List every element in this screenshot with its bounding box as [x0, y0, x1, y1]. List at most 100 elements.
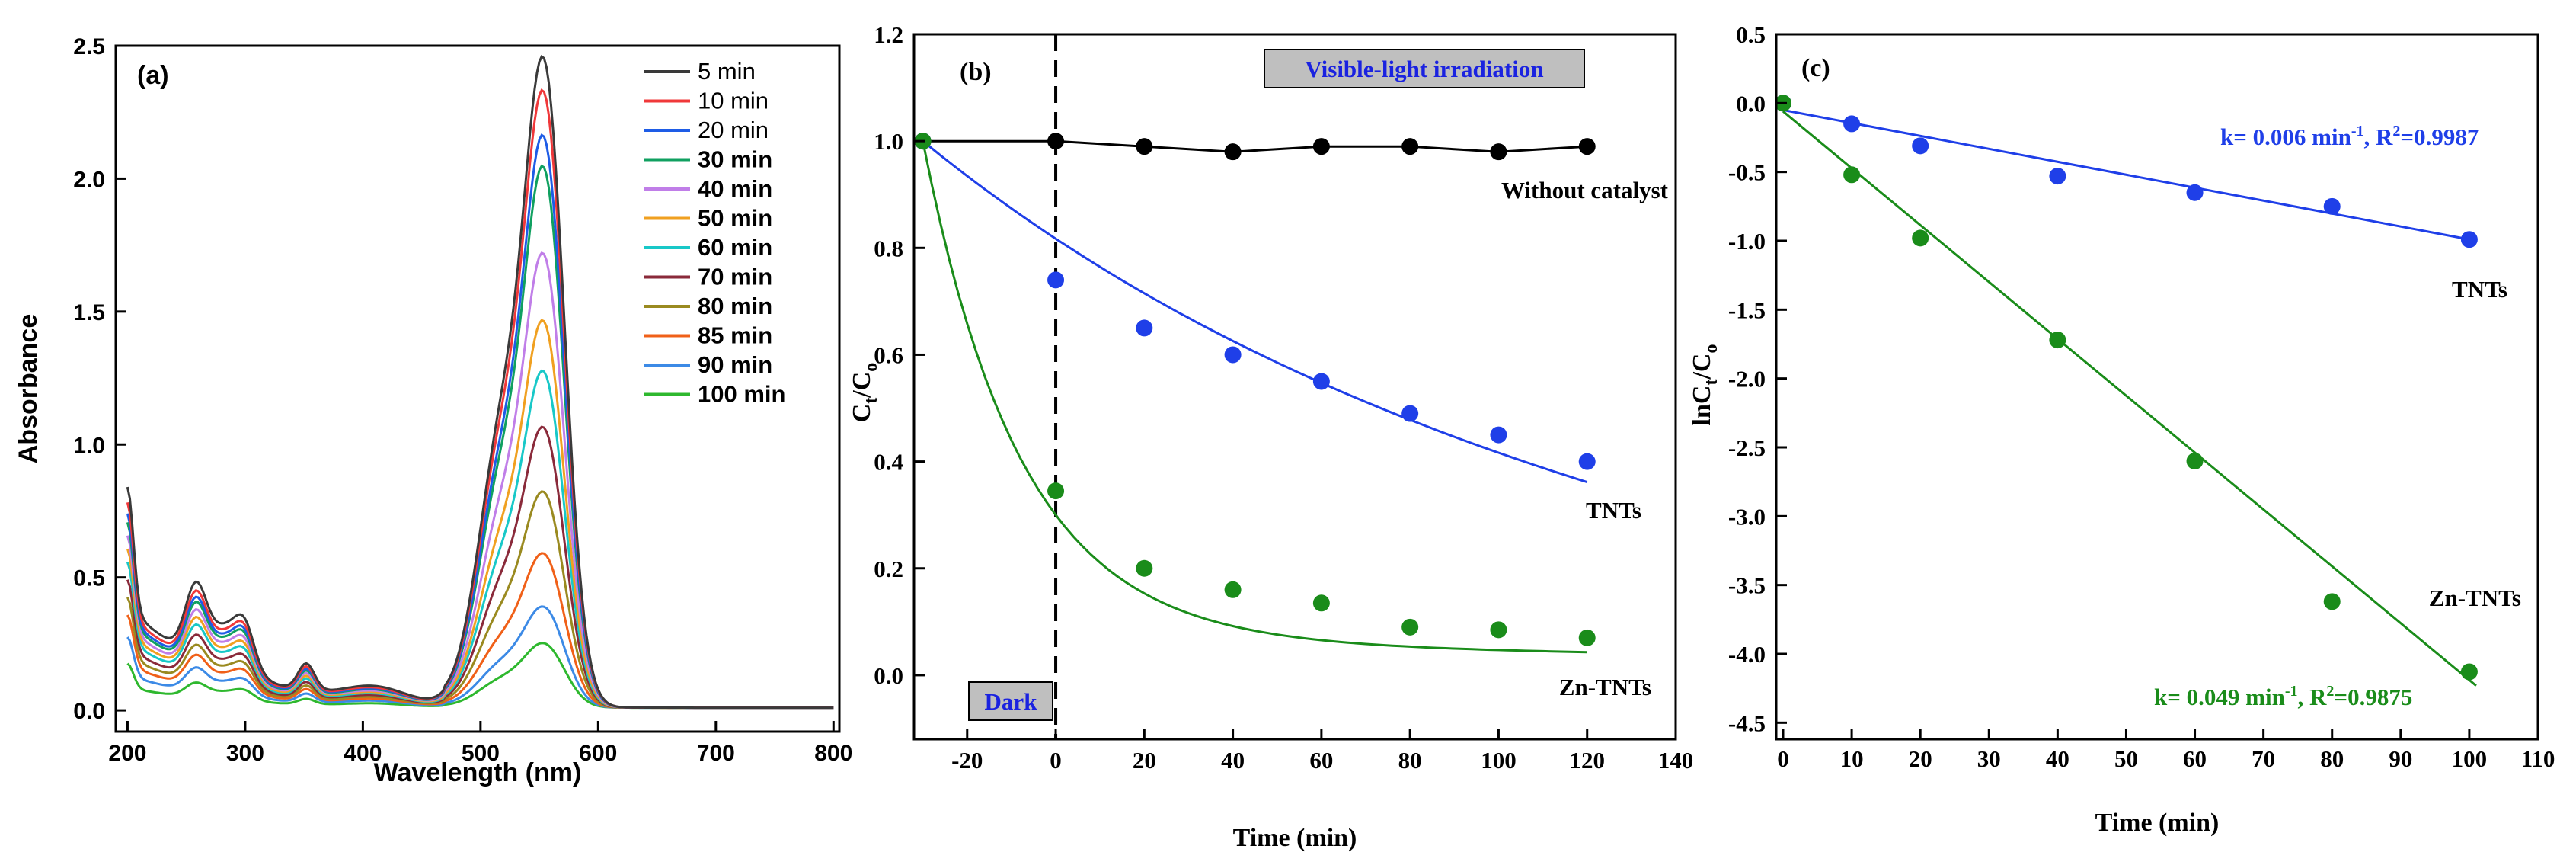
data-point — [1136, 138, 1153, 155]
series-label-tnts-b: TNTs — [1586, 497, 1641, 524]
series-line-tnts — [922, 140, 1588, 484]
panel-a-y-tick-label: 1.0 — [73, 433, 105, 458]
panel-a-x-tick-label: 600 — [579, 741, 617, 766]
panel-a-x-tick-label: 700 — [697, 741, 735, 766]
data-point — [1136, 319, 1153, 337]
panel-b-x-tick-label: -20 — [951, 747, 983, 774]
panel-c-y-axis-title-sub2: o — [1702, 344, 1721, 354]
panel-c-y-tick-label: -2.5 — [1728, 434, 1766, 461]
panel-c-frame — [1775, 33, 2539, 741]
panel-b-axes: -20 0 20 40 60 80 100 120 140 0.0 0.2 0.4 0.6 0.8 1.0 1… — [874, 21, 1693, 774]
panel-b-label: (b) — [960, 58, 992, 86]
visible-light-label: Visible-light irradiation — [1305, 56, 1543, 82]
panel-b-y-axis-title-mid: /C — [848, 372, 876, 399]
data-point — [1843, 115, 1861, 133]
panel-a-y-axis-title: Absorbance — [14, 314, 43, 464]
zn-tnts-r2-prefix: , R — [2298, 684, 2328, 710]
panel-b-x-tick-label: 20 — [1133, 747, 1156, 774]
panel-c-x-tick-label: 50 — [2114, 745, 2138, 772]
data-point — [1312, 373, 1330, 390]
data-point — [1843, 166, 1861, 184]
panel-b-y-axis-title-sub2: o — [861, 363, 881, 372]
data-point — [1578, 138, 1596, 155]
panel-a-y-tick-label: 1.5 — [73, 300, 105, 325]
spectrum-line — [126, 54, 834, 710]
panel-a-frame — [114, 44, 841, 733]
tnts-k-label: k= 0.006 min — [2220, 123, 2351, 150]
data-point — [1047, 133, 1065, 150]
zn-tnts-r2-value: =0.9875 — [2334, 684, 2412, 710]
panel-c-x-tick-label: 0 — [1777, 745, 1789, 772]
panel-b-x-tick-label: 100 — [1481, 747, 1517, 774]
panel-c-x-tick-label: 20 — [1909, 745, 1932, 772]
panel-c-x-tick-label: 60 — [2183, 745, 2207, 772]
series-label-zn-tnts-c: Zn-TNTs — [2429, 585, 2521, 611]
data-point — [1224, 346, 1242, 364]
panel-b-x-axis-title: Time (min) — [1233, 824, 1357, 852]
panel-a-y-tick-label: 0.0 — [73, 699, 105, 724]
panel-c-y-axis-title-mid: /C — [1688, 354, 1716, 380]
panel-b-y-tick-label: 0.6 — [874, 341, 903, 368]
panel-b-x-tick-label: 0 — [1050, 747, 1062, 774]
zn-tnts-k-label: k= 0.049 min — [2154, 684, 2285, 710]
data-point — [2323, 197, 2341, 215]
panel-a-x-tick-label: 500 — [462, 741, 500, 766]
fit-line-zn-tnts — [1782, 111, 2477, 687]
data-point — [2460, 663, 2478, 681]
tnts-r2-value: =0.9987 — [2400, 123, 2479, 150]
data-point — [1312, 594, 1330, 612]
panel-a-axes: 200 300 400 500 600 700 800 0.0 0.5 1.0 1.5 2.0 2.5 — [73, 34, 852, 766]
legend-entry: 5 min — [698, 58, 756, 85]
panel-b-y-tick-label: 0.0 — [874, 662, 903, 689]
panel-c-x-tick-label: 40 — [2046, 745, 2069, 772]
series-line-zn-tnts — [922, 140, 1587, 654]
panel-c-y-tick-label: 0.5 — [1736, 21, 1766, 48]
panel-c-x-tick-label: 80 — [2320, 745, 2344, 772]
visible-light-box — [1264, 49, 1585, 88]
data-point — [2049, 168, 2066, 185]
zn-tnts-r2-sup: 2 — [2326, 683, 2334, 700]
panel-c-x-tick-label: 70 — [2252, 745, 2275, 772]
data-point — [2186, 453, 2204, 470]
data-point — [1912, 229, 1929, 247]
series-label-without-catalyst: Without catalyst — [1501, 177, 1669, 203]
panel-b-kinetics: -20 0 20 40 60 80 100 120 140 0.0 0.2 0.4 0.6 0.8 1.0 1… — [848, 21, 1693, 852]
panel-a-uv-vis-spectra: 200 300 400 500 600 700 8000.00.51.01.52.02.5 … — [14, 34, 852, 787]
data-point — [2049, 332, 2066, 349]
dark-box — [968, 681, 1053, 721]
legend-entry: 30 min — [698, 146, 772, 173]
spectrum-line — [126, 642, 834, 710]
legend-entry: 85 min — [698, 322, 772, 349]
zn-tnts-k-sup: -1 — [2285, 683, 2298, 700]
panel-a-y-tick-label: 2.0 — [73, 167, 105, 192]
data-point — [1224, 581, 1242, 598]
tnts-rate-annotation: k= 0.006 min-1, R2=0.9987 — [2220, 123, 2479, 150]
panel-b-x-tick-label: 40 — [1221, 747, 1245, 774]
panel-c-x-tick-label: 10 — [1840, 745, 1864, 772]
panel-c-axes: 0 10 20 30 40 50 60 70 80 90 100 110 0.5 0.0 -0.5 -1.0 -… — [1728, 21, 2555, 772]
panel-a-x-axis-title: Wavelength (nm) — [374, 758, 582, 787]
spectrum-line — [126, 605, 834, 710]
legend-entry: 60 min — [698, 234, 772, 261]
panel-c-y-tick-label: 0.0 — [1736, 90, 1766, 117]
panel-c-x-tick-label: 100 — [2452, 745, 2488, 772]
panel-a-x-tick-label: 300 — [226, 741, 264, 766]
panel-b-x-tick-label: 80 — [1398, 747, 1422, 774]
data-point — [2186, 184, 2204, 201]
spectrum-line — [126, 251, 834, 710]
panel-c-y-tick-label: -3.0 — [1728, 503, 1766, 530]
panel-b-x-tick-label: 140 — [1658, 747, 1694, 774]
legend-entry: 100 min — [698, 381, 785, 408]
legend-entry: 50 min — [698, 205, 772, 232]
dark-label: Dark — [985, 688, 1038, 715]
panel-c-y-tick-label: -4.0 — [1728, 641, 1766, 668]
data-point — [1578, 629, 1596, 646]
data-point — [1401, 405, 1419, 422]
panel-c-x-tick-label: 30 — [1977, 745, 2001, 772]
panel-b-y-axis-title: Ct/Co — [848, 363, 881, 423]
legend-entry: 20 min — [698, 117, 769, 143]
data-point — [2323, 593, 2341, 610]
panel-b-frame — [912, 33, 1677, 741]
panel-b-y-tick-label: 0.8 — [874, 235, 903, 261]
